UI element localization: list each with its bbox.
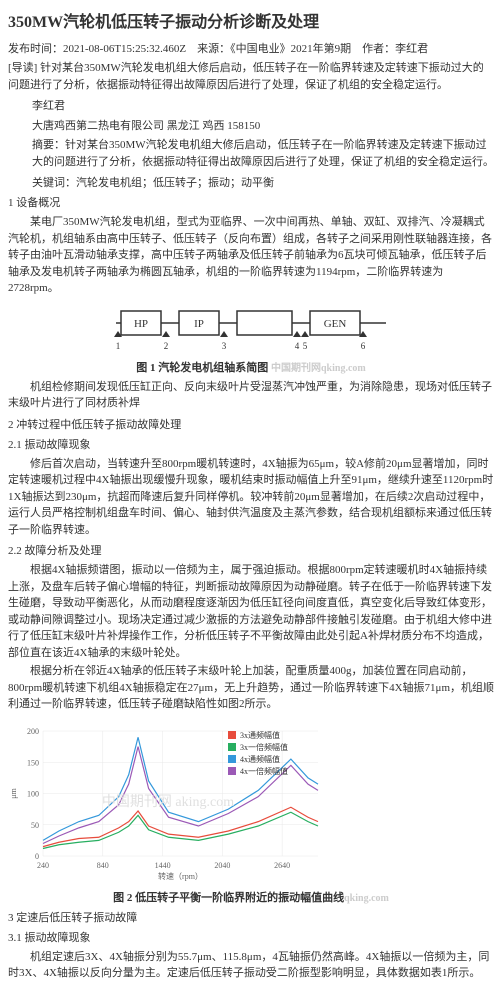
svg-text:240: 240 <box>37 861 49 870</box>
author-affiliation: 大唐鸡西第二热电有限公司 黑龙江 鸡西 158150 <box>32 117 494 133</box>
legend-item: 4x一倍频幅值 <box>228 766 288 777</box>
legend-label: 3x一倍频幅值 <box>240 742 288 753</box>
svg-text:6: 6 <box>361 341 366 351</box>
page-title: 350MW汽轮机低压转子振动分析诊断及处理 <box>8 8 494 32</box>
svg-text:100: 100 <box>27 789 39 798</box>
svg-text:转速（rpm）: 转速（rpm） <box>158 871 203 881</box>
svg-text:1440: 1440 <box>155 861 171 870</box>
section-1-para-2: 机组检修期间发现低压缸正向、反向末级叶片受湿蒸汽冲蚀严重，为消除隐患，现场对低压… <box>8 379 494 412</box>
section-3-title: 3 定速后低压转子振动故障 <box>8 909 494 925</box>
svg-text:5: 5 <box>303 341 308 351</box>
keywords-block: 关键词：汽轮发电机组；低压转子；振动；动平衡 <box>32 174 494 190</box>
svg-text:μm: μm <box>9 787 18 798</box>
section-2-1-title: 2.1 振动故障现象 <box>8 436 494 452</box>
svg-text:2640: 2640 <box>274 861 290 870</box>
legend-swatch <box>228 743 236 751</box>
legend-label: 4x一倍频幅值 <box>240 766 288 777</box>
section-3-1-title: 3.1 振动故障现象 <box>8 929 494 945</box>
abstract2-text: 针对某台350MW汽轮发电机组大修后启动，低压转子在一阶临界转速及定转速下振动过… <box>32 139 494 168</box>
section-2-title: 2 冲转过程中低压转子振动故障处理 <box>8 416 494 432</box>
svg-text:2: 2 <box>164 341 169 351</box>
keywords-text: 汽轮发电机组；低压转子；振动；动平衡 <box>76 177 274 189</box>
section-2-1-para-1: 修后首次启动，当转速升至800rpm暖机转速时，4X轴振为65μm，较A修前20… <box>8 456 494 539</box>
chart-legend: 3x通频幅值3x一倍频幅值4x通频幅值4x一倍频幅值 <box>228 729 288 778</box>
svg-text:50: 50 <box>31 820 39 829</box>
publish-time: 2021-08-06T15:25:32.460Z <box>63 43 186 55</box>
svg-text:200: 200 <box>27 727 39 736</box>
abstract-text: 针对某台350MW汽轮发电机组大修后启动，低压转子在一阶临界转速及定转速下振动过… <box>8 62 484 91</box>
section-1-para-1: 某电厂350MW汽轮发电机组，型式为亚临界、一次中间再热、单轴、双缸、双排汽、冷… <box>8 214 494 297</box>
abstract-block: [导读] 针对某台350MW汽轮发电机组大修后启动，低压转子在一阶临界转速及定转… <box>8 60 494 93</box>
legend-item: 3x通频幅值 <box>228 730 288 741</box>
legend-item: 3x一倍频幅值 <box>228 742 288 753</box>
legend-item: 4x通频幅值 <box>228 754 288 765</box>
publish-time-label: 发布时间： <box>8 43 63 55</box>
keywords-label: 关键词： <box>32 177 76 189</box>
meta-line: 发布时间：2021-08-06T15:25:32.460Z 来源：《中国电业》2… <box>8 40 494 56</box>
legend-swatch <box>228 755 236 763</box>
source-label: 来源： <box>197 43 230 55</box>
svg-text:HP: HP <box>134 318 148 330</box>
author: 李红君 <box>395 43 428 55</box>
svg-text:150: 150 <box>27 758 39 767</box>
svg-text:1: 1 <box>116 341 121 351</box>
section-1-title: 1 设备概况 <box>8 194 494 210</box>
source: 《中国电业》2021年第9期 <box>230 43 351 55</box>
abstract2-block: 摘要：针对某台350MW汽轮发电机组大修后启动，低压转子在一阶临界转速及定转速下… <box>32 137 494 170</box>
svg-text:840: 840 <box>97 861 109 870</box>
legend-label: 3x通频幅值 <box>240 730 280 741</box>
svg-text:2040: 2040 <box>214 861 230 870</box>
section-2-2-para-1: 根据4X轴振频谱图，振动以一倍频为主，属于强迫振动。根据800rpm定转速暖机时… <box>8 562 494 661</box>
svg-text:0: 0 <box>35 852 39 861</box>
abstract-label: [导读] <box>8 62 37 74</box>
legend-swatch <box>228 767 236 775</box>
figure-2-chart: 050100150200240840144020402640转速（rpm）μm … <box>8 721 328 881</box>
section-2-2-title: 2.2 故障分析及处理 <box>8 542 494 558</box>
legend-label: 4x通频幅值 <box>240 754 280 765</box>
figure-1-caption: 图 1 汽轮发电机组轴系简图 中国期刊网qking.com <box>8 359 494 375</box>
legend-swatch <box>228 731 236 739</box>
svg-text:IP: IP <box>194 318 204 330</box>
author-name-line: 李红君 <box>32 97 494 113</box>
watermark-text: 中国期刊网qking.com <box>271 363 366 374</box>
svg-text:GEN: GEN <box>324 318 347 330</box>
svg-text:4: 4 <box>295 341 300 351</box>
section-3-1-para-1: 机组定速后3X、4X轴振分别为55.7μm、115.8μm，4瓦轴振仍然高峰。4… <box>8 949 494 982</box>
figure-1-diagram: HP IP GEN 1 2 3 45 6 <box>8 301 494 355</box>
abstract2-label: 摘要： <box>32 139 65 151</box>
svg-text:3: 3 <box>222 341 227 351</box>
section-2-2-para-2: 根据分析在邻近4X轴承的低压转子末级叶轮上加装，配重质量400g，加装位置在同启… <box>8 663 494 713</box>
author-label: 作者： <box>362 43 395 55</box>
figure-2-caption: 图 2 低压转子平衡一阶临界附近的振动幅值曲线qking.com <box>8 889 494 905</box>
